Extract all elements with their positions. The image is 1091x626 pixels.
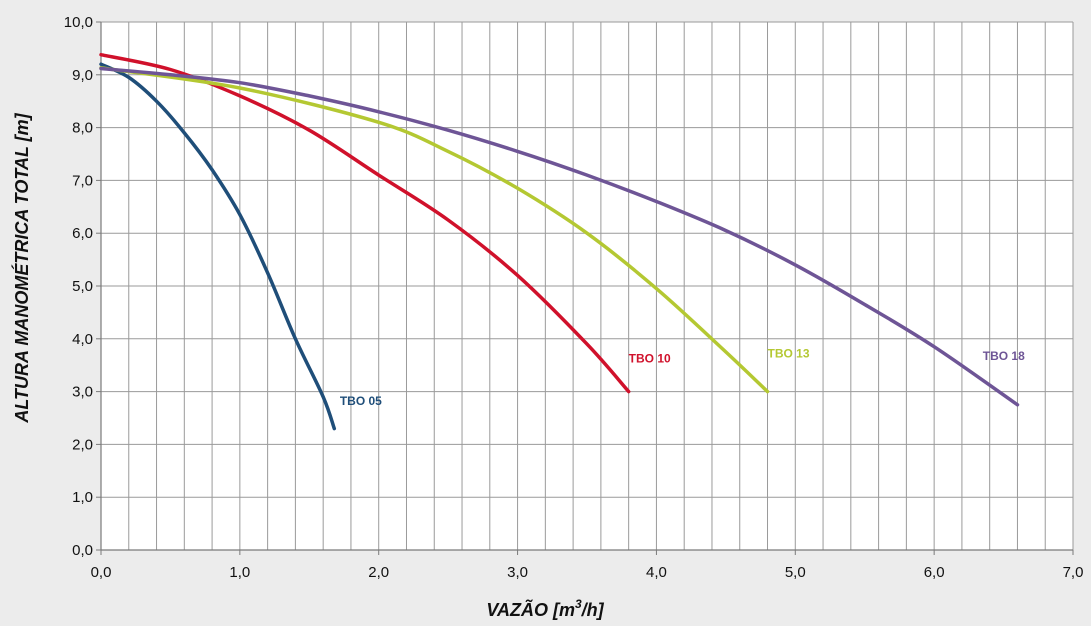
- x-tick-label: 0,0: [91, 564, 112, 581]
- grid: [96, 21, 1074, 555]
- x-tick-label: 3,0: [507, 564, 528, 581]
- series-label-tbo-05: TBO 05: [340, 394, 382, 408]
- series-label-tbo-10: TBO 10: [629, 352, 671, 366]
- x-tick-label: 5,0: [785, 564, 806, 581]
- series-label-tbo-18: TBO 18: [983, 349, 1025, 363]
- y-tick-label: 9,0: [72, 67, 93, 84]
- y-tick-label: 2,0: [72, 436, 93, 453]
- series-line-tbo-13: [99, 66, 770, 394]
- series-group: TBO 05 TBO 10 TBO 13 TBO 18: [99, 52, 1025, 431]
- y-tick-label: 6,0: [72, 225, 93, 242]
- y-tick-label: 5,0: [72, 278, 93, 295]
- y-tick-label: 4,0: [72, 331, 93, 348]
- y-tick-labels: 0,0 1,0 2,0 3,0 4,0 5,0 6,0 7,0 8,0 9,0 10,0: [64, 14, 93, 559]
- y-axis-title: ALTURA MANOMÉTRICA TOTAL [m]: [11, 112, 32, 423]
- x-tick-label: 2,0: [368, 564, 389, 581]
- x-axis-title: VAZÃO [m3/h]: [486, 597, 604, 620]
- y-tick-label: 8,0: [72, 120, 93, 137]
- y-tick-label: 7,0: [72, 172, 93, 189]
- x-tick-label: 1,0: [229, 564, 250, 581]
- series-line-tbo-18: [99, 66, 1020, 407]
- y-tick-label: 0,0: [72, 542, 93, 559]
- series-line-tbo-05: [99, 62, 337, 431]
- x-tick-label: 6,0: [924, 564, 945, 581]
- x-tick-label: 4,0: [646, 564, 667, 581]
- y-tick-label: 1,0: [72, 489, 93, 506]
- series-label-tbo-13: TBO 13: [768, 346, 810, 360]
- y-tick-label: 3,0: [72, 384, 93, 401]
- x-tick-label: 7,0: [1063, 564, 1084, 581]
- x-tick-labels: 0,0 1,0 2,0 3,0 4,0 5,0 6,0 7,0: [91, 564, 1084, 581]
- y-tick-label: 10,0: [64, 14, 93, 31]
